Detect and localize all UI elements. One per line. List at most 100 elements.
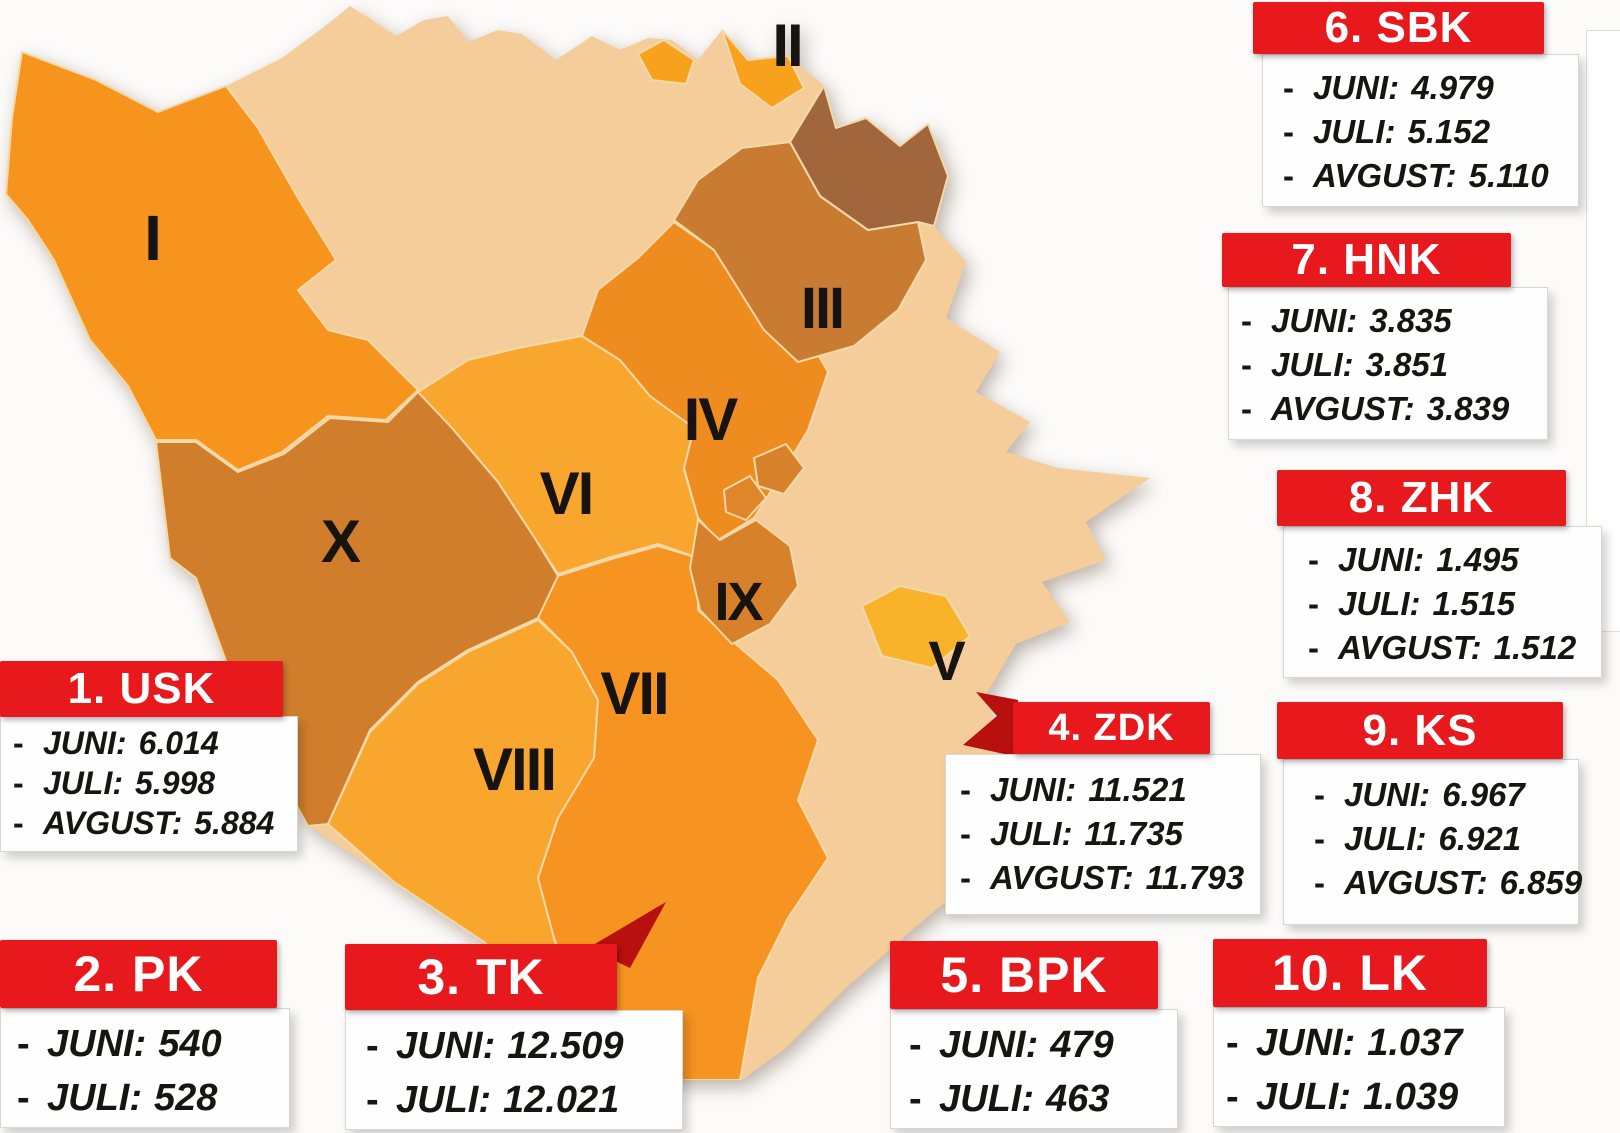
card-tk-title: 3. TK (345, 944, 617, 1010)
month-value: 6.859 (1499, 864, 1583, 901)
card-hnk-body: - JUNI: 3.835 - JULI: 3.851 - AVGUST: 3.… (1228, 287, 1548, 440)
region-i-shape (5, 51, 419, 471)
card-hnk-title: 7. HNK (1222, 233, 1511, 287)
month-value: 540 (158, 1023, 222, 1065)
month-value: 1.515 (1432, 585, 1516, 622)
month-value: 528 (154, 1077, 218, 1119)
month-label: JUNI: (47, 1023, 147, 1065)
month-label: AVGUST: (1344, 864, 1488, 901)
dash-bullet: - (1241, 302, 1252, 339)
stat-line: - AVGUST: 5.110 (1283, 157, 1578, 201)
stat-line: - JUNI: 4.979 (1283, 69, 1578, 113)
dash-bullet: - (1314, 864, 1325, 901)
month-label: AVGUST: (1271, 390, 1415, 427)
stat-line: - AVGUST: 11.793 (960, 859, 1260, 903)
stat-line: - AVGUST: 3.839 (1241, 390, 1547, 434)
stat-line: - JUNI: 540 (17, 1023, 289, 1077)
card-zhk-title: 8. ZHK (1277, 470, 1566, 526)
stat-line: - AVGUST: 5.884 (13, 805, 297, 845)
stat-line: - JUNI: 479 (909, 1024, 1177, 1078)
month-label: AVGUST: (1313, 157, 1457, 194)
region-iii-shape (673, 141, 927, 363)
month-value: 1.037 (1367, 1022, 1463, 1064)
month-label: JULI: (1271, 346, 1354, 383)
dash-bullet: - (13, 805, 24, 841)
stat-line: - AVGUST: 6.859 (1314, 864, 1582, 908)
dash-bullet: - (17, 1077, 30, 1119)
card-zdk-body: - JUNI: 11.521 - JULI: 11.735 - AVGUST: … (945, 754, 1261, 915)
month-label: JULI: (1256, 1076, 1351, 1118)
card-bpk-title: 5. BPK (890, 941, 1158, 1009)
dash-bullet: - (909, 1078, 922, 1120)
month-value: 3.835 (1369, 302, 1452, 339)
bosnia-cantons-map: I II III IV V VI VII VIII IX X (5, 6, 1150, 1080)
month-label: JUNI: (1256, 1022, 1356, 1064)
month-value: 5.998 (135, 765, 216, 801)
stat-line: - JULI: 3.851 (1241, 346, 1547, 390)
card-sbk-title: 6. SBK (1253, 2, 1544, 54)
map-label-viii: VIII (473, 736, 555, 803)
dash-bullet: - (1314, 776, 1325, 813)
card-sbk-body: - JUNI: 4.979 - JULI: 5.152 - AVGUST: 5.… (1262, 54, 1579, 207)
month-value: 1.512 (1493, 629, 1577, 666)
month-value: 1.495 (1436, 541, 1519, 578)
card-usk-body: - JUNI: 6.014 - JULI: 5.998 - AVGUST: 5.… (0, 716, 298, 852)
card-pk-title: 2. PK (0, 940, 277, 1008)
dash-bullet: - (1308, 629, 1319, 666)
map-label-iii: III (801, 276, 843, 341)
month-label: JUNI: (1271, 302, 1358, 339)
month-value: 12.509 (507, 1025, 624, 1067)
month-value: 6.921 (1438, 820, 1522, 857)
month-value: 5.152 (1407, 113, 1491, 150)
month-value: 479 (1050, 1024, 1114, 1066)
stat-line: - JULI: 11.735 (960, 815, 1260, 859)
region-ii-shape-west (637, 39, 695, 85)
card-zhk-body: - JUNI: 1.495 - JULI: 1.515 - AVGUST: 1.… (1283, 526, 1602, 678)
dash-bullet: - (366, 1025, 379, 1067)
month-label: JUNI: (43, 725, 127, 761)
stat-line: - JULI: 1.039 (1226, 1076, 1504, 1130)
month-label: JULI: (43, 765, 123, 801)
month-label: AVGUST: (43, 805, 183, 841)
month-label: JUNI: (1313, 69, 1400, 106)
card-ks-title: 9. KS (1277, 702, 1563, 759)
map-label-vi: VI (540, 460, 593, 527)
card-usk-title: 1. USK (0, 661, 283, 717)
month-label: JUNI: (1344, 776, 1431, 813)
month-label: JUNI: (939, 1024, 1039, 1066)
region-ii-shape (721, 29, 805, 109)
stat-line: - JULI: 5.998 (13, 765, 297, 805)
dash-bullet: - (1226, 1022, 1239, 1064)
dash-bullet: - (366, 1079, 379, 1121)
dash-bullet: - (1283, 113, 1294, 150)
stat-line: - JUNI: 1.495 (1308, 541, 1601, 585)
municipality-patch (723, 475, 767, 521)
month-label: JULI: (396, 1079, 491, 1121)
month-value: 5.884 (194, 805, 275, 841)
dash-bullet: - (1226, 1076, 1239, 1118)
stat-line: - JUNI: 11.521 (960, 771, 1260, 815)
month-value: 6.967 (1442, 776, 1525, 813)
month-label: JUNI: (990, 771, 1077, 808)
card-lk-body: - JUNI: 1.037 - JULI: 1.039 (1213, 1007, 1505, 1127)
card-pk-body: - JUNI: 540 - JULI: 528 (0, 1008, 290, 1128)
map-label-vii: VII (600, 660, 667, 727)
month-label: JULI: (939, 1078, 1034, 1120)
month-label: JULI: (990, 815, 1073, 852)
month-label: JULI: (1344, 820, 1427, 857)
map-label-ix: IX (714, 572, 763, 632)
dash-bullet: - (960, 859, 971, 896)
stat-line: - JUNI: 1.037 (1226, 1022, 1504, 1076)
card-lk-title: 10. LK (1213, 939, 1487, 1007)
month-value: 5.110 (1468, 157, 1549, 194)
stat-line: - JUNI: 3.835 (1241, 302, 1547, 346)
dash-bullet: - (1308, 541, 1319, 578)
month-label: JULI: (1313, 113, 1396, 150)
stat-line: - JULI: 6.921 (1314, 820, 1578, 864)
region-ix-shape (689, 519, 799, 645)
month-label: JUNI: (396, 1025, 496, 1067)
municipality-patch (753, 443, 805, 495)
stat-line: - JULI: 12.021 (366, 1079, 682, 1133)
dash-bullet: - (1283, 69, 1294, 106)
month-value: 1.039 (1363, 1076, 1459, 1118)
